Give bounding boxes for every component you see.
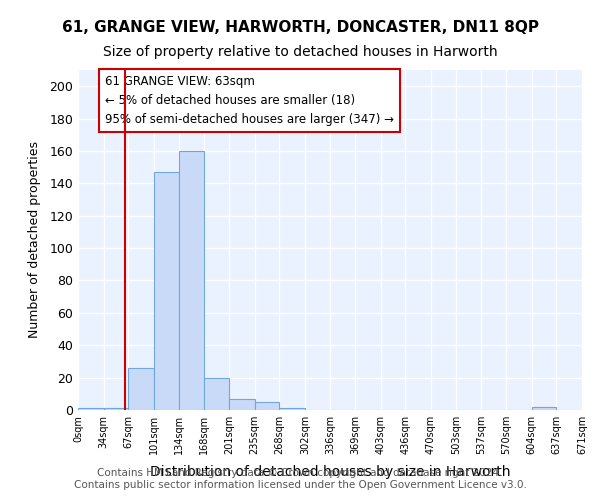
Bar xyxy=(104,408,128,410)
Text: Size of property relative to detached houses in Harworth: Size of property relative to detached ho… xyxy=(103,45,497,59)
Bar xyxy=(128,368,154,410)
Y-axis label: Number of detached properties: Number of detached properties xyxy=(28,142,41,338)
Text: Contains HM Land Registry data © Crown copyright and database right 2024.
Contai: Contains HM Land Registry data © Crown c… xyxy=(74,468,526,490)
Bar xyxy=(229,398,254,410)
Bar xyxy=(254,402,279,410)
Bar xyxy=(78,408,104,410)
Bar xyxy=(179,151,204,410)
Bar xyxy=(204,378,229,410)
Bar xyxy=(279,408,305,410)
Bar xyxy=(532,407,556,410)
Text: 61 GRANGE VIEW: 63sqm
← 5% of detached houses are smaller (18)
95% of semi-detac: 61 GRANGE VIEW: 63sqm ← 5% of detached h… xyxy=(105,75,394,126)
Text: 61, GRANGE VIEW, HARWORTH, DONCASTER, DN11 8QP: 61, GRANGE VIEW, HARWORTH, DONCASTER, DN… xyxy=(62,20,539,35)
Bar xyxy=(154,172,179,410)
X-axis label: Distribution of detached houses by size in Harworth: Distribution of detached houses by size … xyxy=(150,466,510,479)
